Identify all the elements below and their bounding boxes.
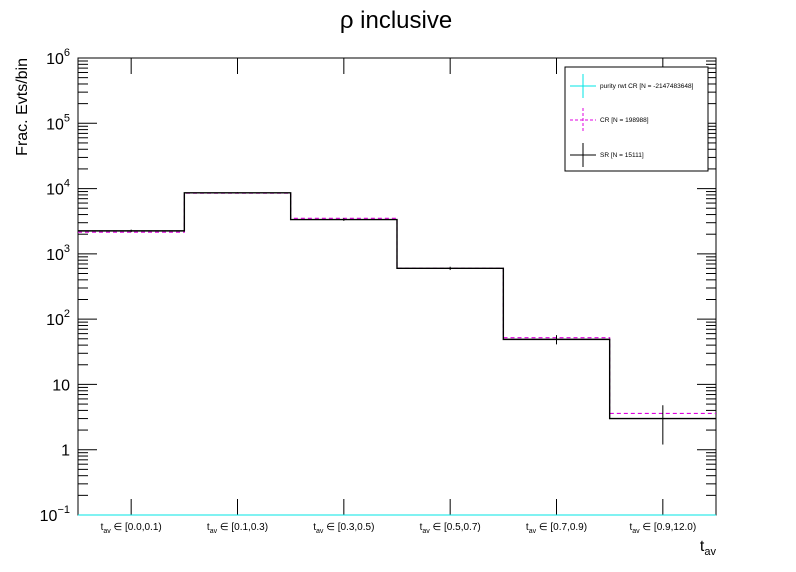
y-tick-label-base: 10 <box>46 182 64 199</box>
legend: purity rwt CR [N = -2147483648] CR [N = 1… <box>564 66 709 172</box>
series-layer <box>78 192 716 516</box>
series-line <box>78 192 716 420</box>
chart-title: ρ inclusive <box>340 7 452 34</box>
y-tick-label-base: 10 <box>52 377 70 394</box>
x-axis-tick-labels: tav ∈ [0.0,0.1) tav ∈ [0.1,0.3) tav ∈ [0.3… <box>101 522 697 535</box>
y-tick-label: 105 <box>46 112 70 133</box>
y-tick-label-base: 10 <box>46 51 64 68</box>
y-tick-label: 1 <box>61 443 70 460</box>
y-tick-label-base: 10 <box>46 312 64 329</box>
x-axis-label: tav <box>700 538 717 558</box>
y-tick-label-exp: 4 <box>64 178 70 190</box>
x-tick-label: tav ∈ [0.1,0.3) <box>207 522 268 535</box>
legend-label: CR [N = 198988] <box>600 117 649 124</box>
legend-entry: CR [N = 198988] <box>570 108 649 132</box>
y-tick-label: 102 <box>46 308 70 329</box>
y-tick-label-exp: 3 <box>64 243 70 255</box>
y-axis-label: Frac. Evts/bin <box>14 58 31 156</box>
y-tick-label-exp: 2 <box>64 308 70 320</box>
legend-entry: SR [N = 15111] <box>570 143 644 167</box>
y-tick-label-base: 10 <box>46 247 64 264</box>
x-tick-label: tav ∈ [0.3,0.5) <box>313 522 374 535</box>
legend-label: SR [N = 15111] <box>600 152 644 159</box>
legend-box <box>564 66 709 172</box>
x-tick-label: tav ∈ [0.7,0.9) <box>526 522 587 535</box>
x-tick-label: tav ∈ [0.9,12.0) <box>629 522 696 535</box>
x-axis-ticks <box>130 58 664 515</box>
y-tick-label-exp: −1 <box>57 504 70 516</box>
series-3 <box>78 192 716 445</box>
legend-label: purity rwt CR [N = -2147483648] <box>600 83 694 90</box>
y-tick-label-base: 1 <box>61 443 70 460</box>
legend-entry: purity rwt CR [N = -2147483648] <box>570 74 694 98</box>
y-tick-label-base: 10 <box>40 508 58 525</box>
y-tick-label: 104 <box>46 178 70 199</box>
x-tick-label: tav ∈ [0.0,0.1) <box>101 522 162 535</box>
x-axis-label-main: t <box>700 538 705 555</box>
y-axis-ticks <box>78 60 716 516</box>
y-tick-label-exp: 6 <box>64 47 70 59</box>
y-tick-label: 103 <box>46 243 70 264</box>
y-tick-label-base: 10 <box>46 116 64 133</box>
y-tick-label: 106 <box>46 47 70 68</box>
x-tick-label: tav ∈ [0.5,0.7) <box>420 522 481 535</box>
y-tick-label: 10 <box>52 377 70 394</box>
y-tick-label-exp: 5 <box>64 112 70 124</box>
y-tick-label: 10−1 <box>40 504 70 525</box>
x-axis-label-sub: av <box>704 546 716 558</box>
